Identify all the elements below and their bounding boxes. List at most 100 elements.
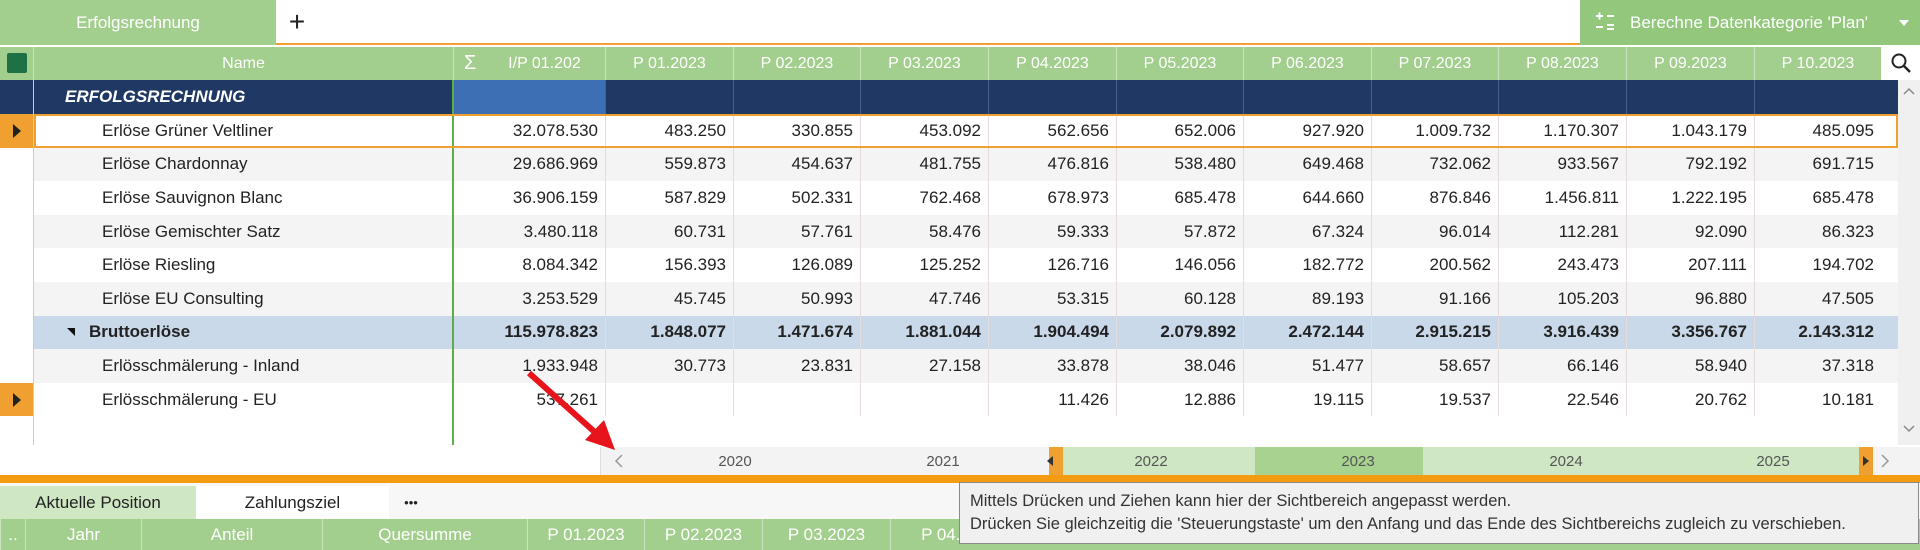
- column-header: P 04.2023: [988, 47, 1116, 80]
- add-tab[interactable]: +: [288, 6, 306, 37]
- row-marker-arrow: [13, 124, 21, 138]
- tab[interactable]: Erfolgsrechnung: [0, 0, 276, 45]
- column-divider: [733, 181, 734, 215]
- collapse-icon[interactable]: [66, 327, 76, 337]
- section-row: [0, 80, 1898, 114]
- column-divider: [1371, 282, 1372, 316]
- timeline-arrows[interactable]: [610, 447, 1910, 475]
- column-divider: [605, 248, 606, 282]
- column-divider: [1116, 282, 1117, 316]
- column-divider: [860, 147, 861, 182]
- table-row[interactable]: [34, 315, 1898, 350]
- row-marker-arrow: [13, 392, 21, 407]
- value-cell: 3.253.529: [522, 288, 598, 308]
- bottom-tab[interactable]: Zahlungsziel: [196, 486, 389, 519]
- value-cell: 60.128: [1184, 288, 1236, 308]
- column-divider: [733, 282, 734, 316]
- column-header: P 09.2023: [1626, 47, 1754, 80]
- column-divider: [1626, 315, 1627, 350]
- timeline-divider: [600, 447, 601, 475]
- column-header: I/P 01.202: [453, 47, 605, 80]
- action-button[interactable]: Berechne Datenkategorie 'Plan': [1580, 0, 1920, 45]
- column-divider: [733, 214, 734, 249]
- value-cell: 96.880: [1695, 288, 1747, 308]
- column-divider: [1243, 248, 1244, 282]
- column-divider: [1371, 147, 1372, 182]
- dropdown[interactable]: [1898, 18, 1910, 28]
- column-divider: [1626, 114, 1627, 148]
- column-divider: [1243, 315, 1244, 350]
- timeline-year[interactable]: 2024: [1549, 452, 1583, 470]
- value-cell: 2.079.892: [1160, 322, 1236, 342]
- table-row[interactable]: [34, 181, 1898, 215]
- value-cell: 559.873: [664, 154, 726, 174]
- column-divider: [733, 147, 734, 182]
- bottom-tab[interactable]: Aktuelle Position: [0, 486, 196, 519]
- value-cell: 92.090: [1695, 221, 1747, 241]
- value-cell: 454.637: [791, 154, 853, 174]
- search-icon[interactable]: [1890, 52, 1912, 74]
- value-cell: 182.772: [1302, 255, 1364, 275]
- search-button[interactable]: [1881, 47, 1920, 80]
- value-cell: 2.143.312: [1798, 322, 1874, 342]
- name-cell: Erlöse Riesling: [102, 255, 216, 275]
- column-divider: [605, 282, 606, 316]
- value-cell: 1.456.811: [1544, 187, 1619, 207]
- column-divider: [1116, 80, 1117, 114]
- value-cell: 562.656: [1047, 120, 1109, 140]
- column-header: P 07.2023: [1371, 47, 1498, 80]
- more-button[interactable]: •••: [404, 495, 418, 510]
- timeline-year[interactable]: 2020: [718, 452, 752, 470]
- scroll-arrows[interactable]: [1902, 86, 1916, 436]
- calc-icon: [1596, 12, 1614, 30]
- splitter-grip[interactable]: [950, 476, 970, 482]
- value-cell: 50.993: [801, 288, 853, 308]
- column-divider: [605, 80, 606, 114]
- bottom-column-header: P 01.2023: [527, 519, 644, 550]
- value-cell: 691.715: [1812, 154, 1874, 174]
- column-divider: [1498, 147, 1499, 182]
- table-row[interactable]: [34, 114, 1898, 148]
- value-cell: 47.505: [1822, 288, 1874, 308]
- range-handle[interactable]: [1049, 447, 1063, 475]
- table-row[interactable]: [34, 147, 1898, 182]
- table-row[interactable]: [34, 349, 1898, 383]
- splitter[interactable]: [0, 475, 1920, 483]
- column-divider: [1498, 382, 1499, 417]
- value-cell: [860, 383, 988, 417]
- column-divider: [860, 382, 861, 417]
- column-divider: [860, 282, 861, 316]
- column-divider: [1243, 214, 1244, 249]
- timeline-year[interactable]: 2021: [926, 452, 960, 470]
- column-header: P 03.2023: [860, 47, 988, 80]
- table-row[interactable]: [34, 248, 1898, 282]
- bottom-column-header: ..: [0, 519, 25, 550]
- timeline-year[interactable]: 2025: [1756, 452, 1790, 470]
- value-cell: 685.478: [1812, 187, 1874, 207]
- value-cell: 125.252: [919, 255, 981, 275]
- table-row[interactable]: [34, 382, 1898, 417]
- column-divider: [988, 147, 989, 182]
- value-cell: 96.014: [1439, 221, 1491, 241]
- value-cell: 33.878: [1057, 355, 1109, 375]
- value-cell: 732.062: [1429, 154, 1491, 174]
- table-row[interactable]: [34, 282, 1898, 316]
- timeline-year[interactable]: 2023: [1341, 452, 1375, 470]
- excel-icon[interactable]: [7, 53, 27, 73]
- value-cell: 483.250: [664, 120, 726, 140]
- column-divider: [988, 315, 989, 350]
- column-divider: [1116, 349, 1117, 383]
- value-cell: 649.468: [1302, 154, 1364, 174]
- column-divider: [860, 315, 861, 350]
- column-divider: [1754, 248, 1755, 282]
- value-cell: 933.567: [1557, 154, 1619, 174]
- column-divider: [860, 214, 861, 249]
- column-divider: [1371, 181, 1372, 215]
- tooltip-line: Mittels Drücken und Ziehen kann hier der…: [970, 492, 1512, 510]
- bottom-column-header: P 03.2023: [762, 519, 890, 550]
- column-divider: [605, 181, 606, 215]
- column-divider: [988, 114, 989, 148]
- name-cell: Erlöse EU Consulting: [102, 288, 264, 308]
- timeline-year[interactable]: 2022: [1134, 452, 1168, 470]
- table-row[interactable]: [34, 214, 1898, 249]
